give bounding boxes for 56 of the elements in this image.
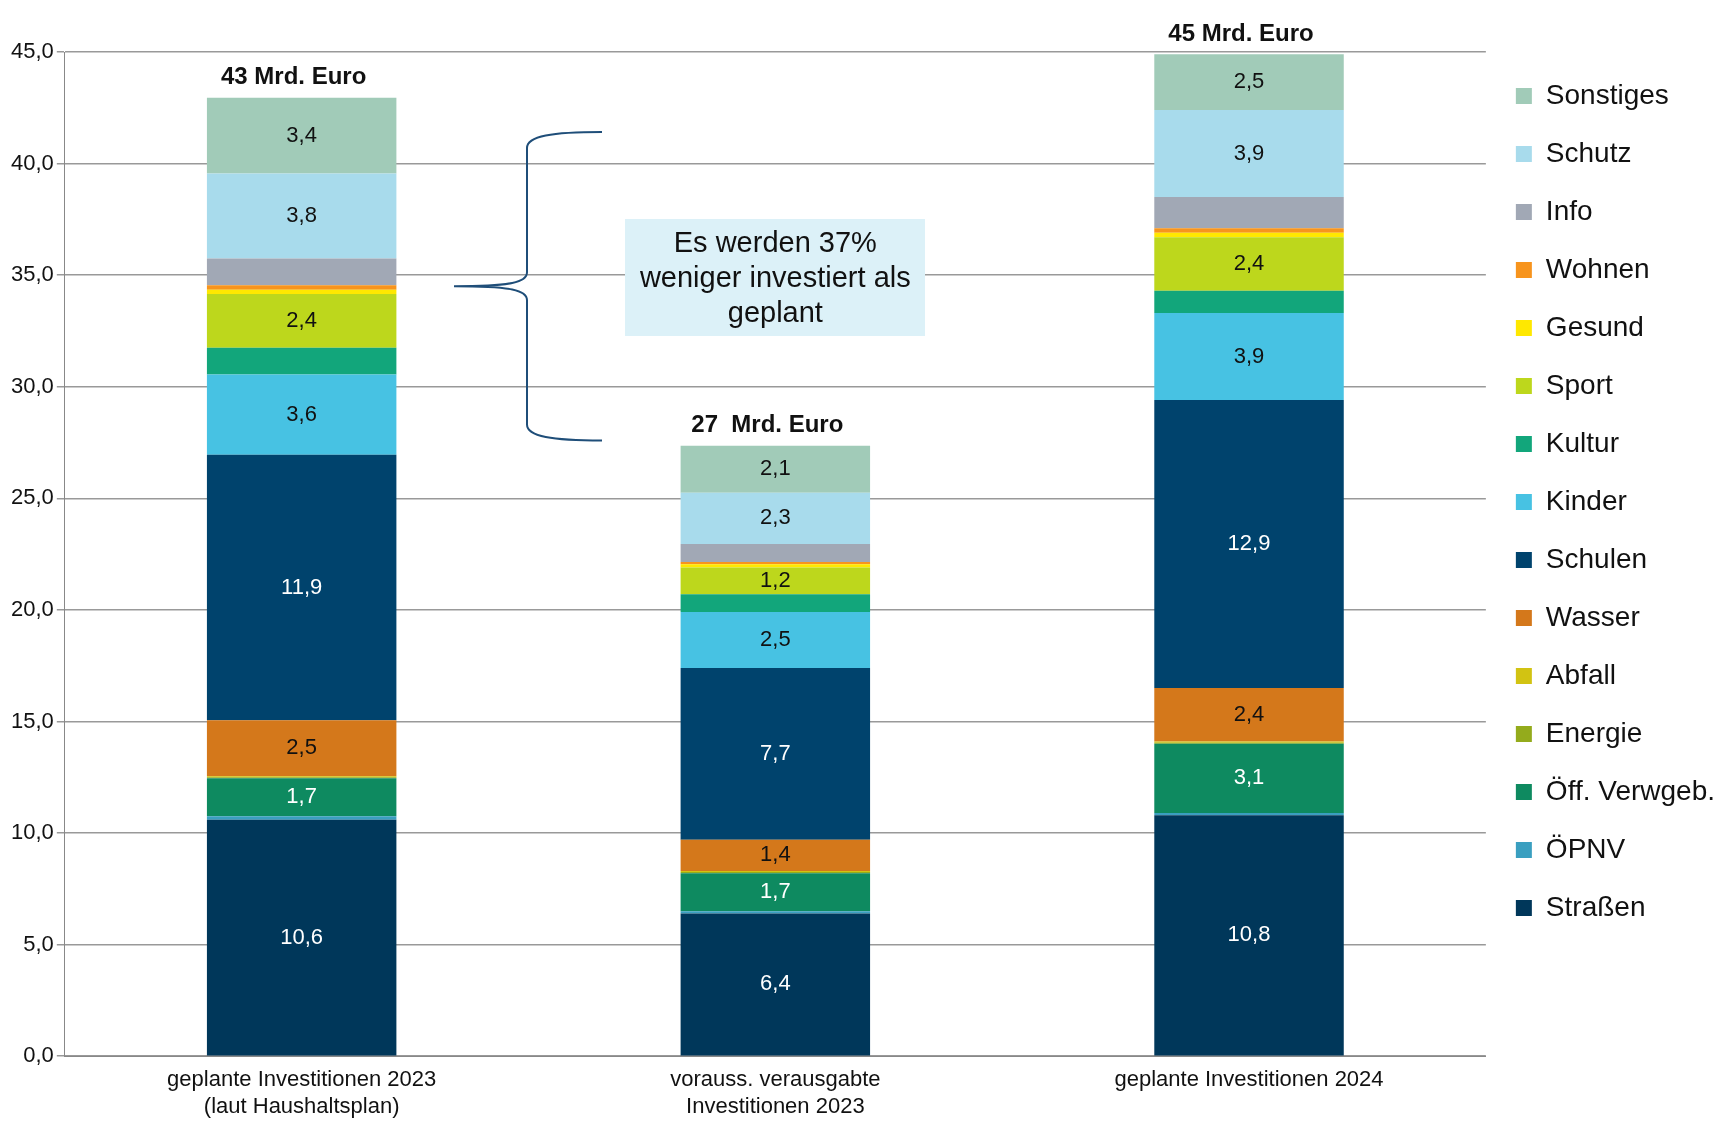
legend-label: ÖPNV [1545, 832, 1626, 864]
legend-label: Info [1545, 194, 1593, 226]
y-tick-label: 35,0 [10, 261, 54, 287]
x-tick-label: geplante Investitionen 2023 (laut Haushaltsplan) [167, 1066, 437, 1118]
legend-label: Wasser [1545, 600, 1640, 632]
legend-label: Sonstiges [1545, 78, 1669, 110]
data-label: 10,6 [280, 923, 324, 949]
data-label: 6,4 [760, 970, 791, 996]
total-label: 43 Mrd. Euro [220, 62, 367, 90]
data-label: 2,4 [1233, 700, 1265, 726]
data-label: 2,3 [760, 504, 791, 530]
legend-label: Öff. Verwgeb. [1545, 774, 1716, 806]
data-label: 1,2 [760, 566, 791, 592]
total-label: 27 Mrd. Euro [691, 410, 844, 438]
annotation: Es werden 37% weniger investiert als geplant [625, 219, 926, 336]
data-label: 2,1 [760, 455, 791, 481]
legend-label: Straßen [1545, 890, 1646, 922]
legend-label: Schulen [1545, 542, 1648, 574]
legend-label: Kinder [1545, 484, 1627, 516]
legend-label: Gesund [1545, 310, 1644, 342]
legend-label: Wohnen [1545, 252, 1650, 284]
x-tick-label: geplante Investitionen 2024 [1114, 1066, 1384, 1092]
y-tick-label: 10,0 [10, 819, 54, 845]
data-label: 3,9 [1233, 139, 1265, 165]
data-label: 2,5 [286, 734, 317, 760]
y-tick-label: 30,0 [10, 372, 54, 398]
legend-label: Abfall [1545, 658, 1616, 690]
data-label: 1,7 [760, 878, 791, 904]
data-label: 11,9 [281, 573, 323, 599]
y-tick-label: 40,0 [10, 149, 54, 175]
data-label: 3,8 [286, 202, 317, 228]
data-label: 3,6 [286, 400, 317, 426]
y-tick-label: 15,0 [10, 707, 54, 733]
legend-label: Sport [1545, 368, 1614, 400]
y-tick-label: 20,0 [10, 595, 54, 621]
data-label: 3,1 [1233, 764, 1265, 790]
data-label: 2,4 [286, 306, 317, 332]
data-label: 3,4 [286, 121, 317, 147]
data-label: 7,7 [760, 739, 791, 765]
legend-label: Schutz [1545, 136, 1632, 168]
legend-label: Kultur [1545, 426, 1620, 458]
total-label: 45 Mrd. Euro [1168, 18, 1314, 46]
y-tick-label: 5,0 [23, 930, 54, 956]
data-label: 12,9 [1227, 530, 1271, 556]
y-tick-label: 0,0 [23, 1042, 54, 1068]
x-tick-label: vorauss. verausgabte Investitionen 2023 [670, 1066, 881, 1118]
y-tick-label: 25,0 [10, 484, 54, 510]
data-label: 2,5 [760, 626, 791, 652]
y-tick-label: 45,0 [10, 38, 54, 64]
data-label: 2,4 [1233, 250, 1265, 276]
legend-label: Energie [1545, 716, 1643, 748]
data-label: 1,7 [286, 783, 317, 809]
data-label: 1,4 [760, 841, 791, 867]
data-label: 2,5 [1233, 68, 1265, 94]
data-label: 10,8 [1227, 921, 1271, 947]
data-label: 3,9 [1233, 342, 1265, 368]
